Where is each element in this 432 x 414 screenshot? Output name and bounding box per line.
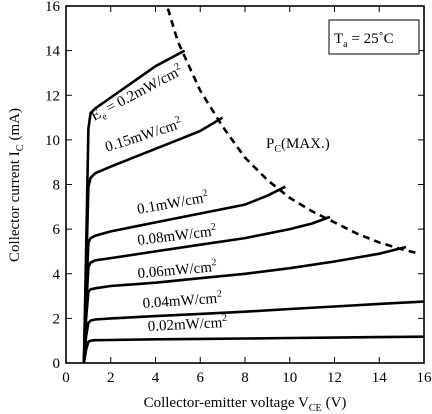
y-axis-title: Collector current IC(mA) xyxy=(7,108,26,262)
x-tick-label: 8 xyxy=(241,370,249,386)
y-tick-label: 12 xyxy=(45,88,60,104)
y-tick-label: 14 xyxy=(45,44,61,60)
x-axis-title: Collector-emitter voltage VCE (V) xyxy=(144,395,347,414)
series-line xyxy=(82,116,224,364)
series-label: 0.02mW/cm2 xyxy=(147,313,227,335)
series-label: 0.04mW/cm2 xyxy=(142,288,223,312)
series-line xyxy=(82,185,286,364)
y-tick-label: 0 xyxy=(53,356,61,372)
x-tick-label: 6 xyxy=(197,370,205,386)
x-tick-label: 2 xyxy=(107,370,115,386)
condition-label: Ta = 25˚C xyxy=(334,31,394,50)
x-tick-label: 12 xyxy=(327,370,342,386)
series-line xyxy=(82,300,425,364)
pc-max-label: PC(MAX.) xyxy=(266,136,330,155)
x-tick-label: 16 xyxy=(417,370,432,386)
plot-frame xyxy=(65,5,425,364)
y-tick-label: 8 xyxy=(53,178,61,194)
x-tick-label: 14 xyxy=(372,370,388,386)
series-line xyxy=(82,215,331,364)
x-tick-label: 10 xyxy=(282,370,297,386)
y-tick-label: 4 xyxy=(53,267,61,283)
pc-max-line xyxy=(165,6,420,255)
series-label: 0.06mW/cm2 xyxy=(137,257,218,282)
y-tick-label: 10 xyxy=(45,133,60,149)
curves: Ee = 0.2mW/cm20.15mW/cm20.1mW/cm20.08mW/… xyxy=(82,49,425,364)
x-tick-label: 4 xyxy=(152,370,160,386)
y-tick-label: 6 xyxy=(53,222,61,238)
y-tick-label: 16 xyxy=(45,0,61,15)
series-label: 0.15mW/cm2 xyxy=(103,114,184,156)
pc-max-curve xyxy=(165,6,420,255)
series-line xyxy=(82,245,407,364)
x-tick-label: 0 xyxy=(62,370,70,386)
condition-box xyxy=(328,19,420,55)
y-tick-label: 2 xyxy=(53,311,61,327)
ticks: 0 2 4 6 8 10 12 14 16 0 2 4 6 8 10 12 14 16 xyxy=(45,0,432,386)
series-line xyxy=(82,335,425,364)
